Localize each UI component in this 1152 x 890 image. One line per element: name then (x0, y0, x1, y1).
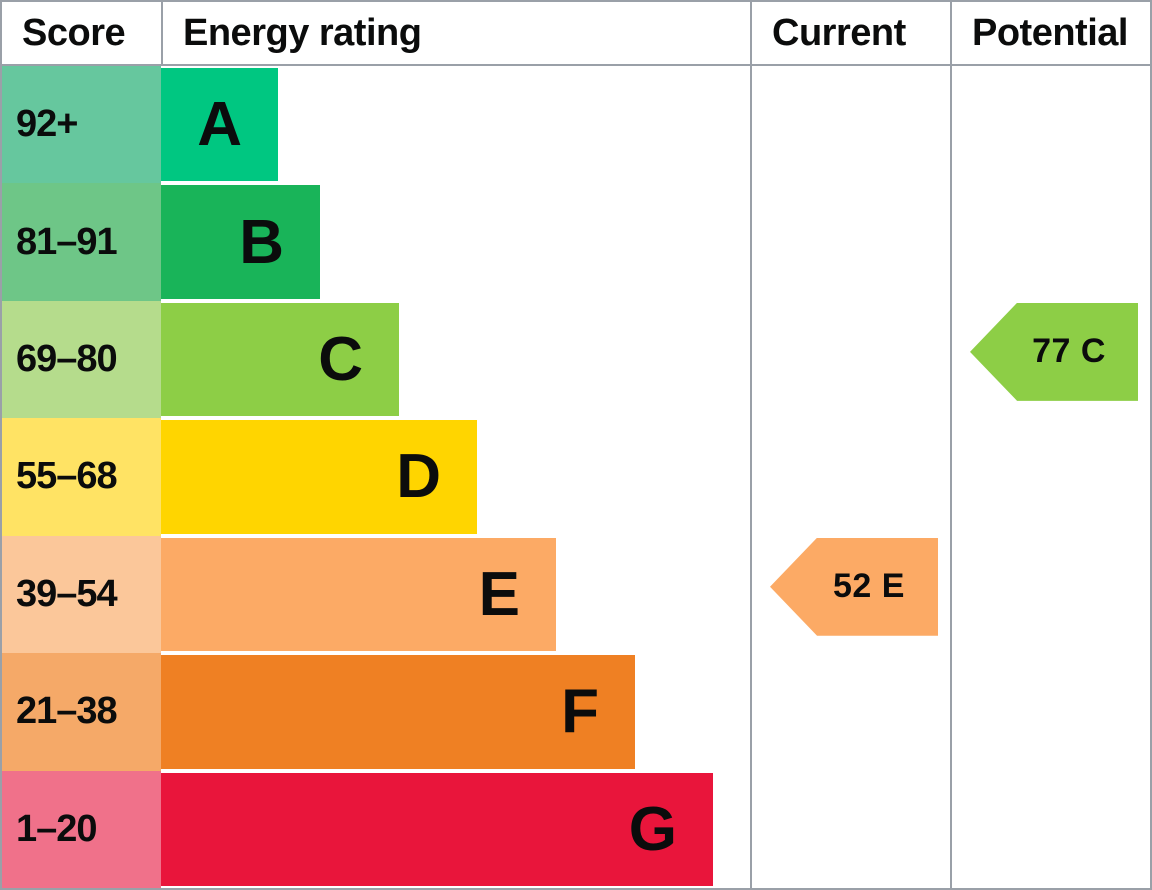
score-range-e: 39–54 (2, 535, 161, 654)
score-range-c: 69–80 (2, 300, 161, 419)
potential-cell-c: 77 C (950, 300, 1150, 419)
potential-cell-g (950, 770, 1150, 888)
band-row-c: 69–80 C 77 C (2, 300, 1150, 419)
potential-column-header: Potential (950, 2, 1150, 64)
potential-rating-arrow: 77 C (970, 302, 1138, 401)
band-bar-f: F (161, 653, 635, 771)
band-bar-c: C (161, 300, 399, 419)
current-cell-a (750, 66, 950, 184)
band-row-e: 39–54 E 52 E (2, 535, 1150, 654)
current-cell-f (750, 653, 950, 771)
score-range-f: 21–38 (2, 653, 161, 771)
current-cell-g (750, 770, 950, 888)
current-cell-c (750, 300, 950, 419)
band-bar-b: B (161, 183, 320, 301)
band-bar-d: D (161, 418, 477, 536)
band-row-b: 81–91 B (2, 183, 1150, 301)
band-bar-cell-c: C (161, 300, 750, 419)
band-bar-cell-e: E (161, 535, 750, 654)
band-bar-cell-a: A (161, 66, 750, 184)
potential-cell-b (950, 183, 1150, 301)
band-bar-cell-d: D (161, 418, 750, 536)
score-range-b: 81–91 (2, 183, 161, 301)
band-row-a: 92+ A (2, 66, 1150, 184)
band-bar-e: E (161, 535, 556, 654)
potential-cell-e (950, 535, 1150, 654)
band-bar-cell-f: F (161, 653, 750, 771)
band-bar-cell-g: G (161, 770, 750, 888)
band-row-d: 55–68 D (2, 418, 1150, 536)
band-row-g: 1–20 G (2, 770, 1150, 888)
energy-rating-column-header: Energy rating (161, 2, 750, 64)
band-row-f: 21–38 F (2, 653, 1150, 771)
score-range-g: 1–20 (2, 770, 161, 888)
current-column-header: Current (750, 2, 950, 64)
current-rating-arrow: 52 E (770, 537, 938, 636)
band-rows: 92+ A 81–91 B 69–80 C 77 C (2, 66, 1150, 888)
current-cell-b (750, 183, 950, 301)
potential-cell-a (950, 66, 1150, 184)
potential-cell-d (950, 418, 1150, 536)
potential-cell-f (950, 653, 1150, 771)
score-column-header: Score (22, 11, 126, 54)
band-bar-g: G (161, 770, 713, 888)
score-range-a: 92+ (2, 66, 161, 184)
band-bar-a: A (161, 66, 278, 184)
chart-header-row: Score Energy rating Current Potential (2, 2, 1150, 66)
band-bar-cell-b: B (161, 183, 750, 301)
current-cell-d (750, 418, 950, 536)
current-cell-e: 52 E (750, 535, 950, 654)
score-range-d: 55–68 (2, 418, 161, 536)
